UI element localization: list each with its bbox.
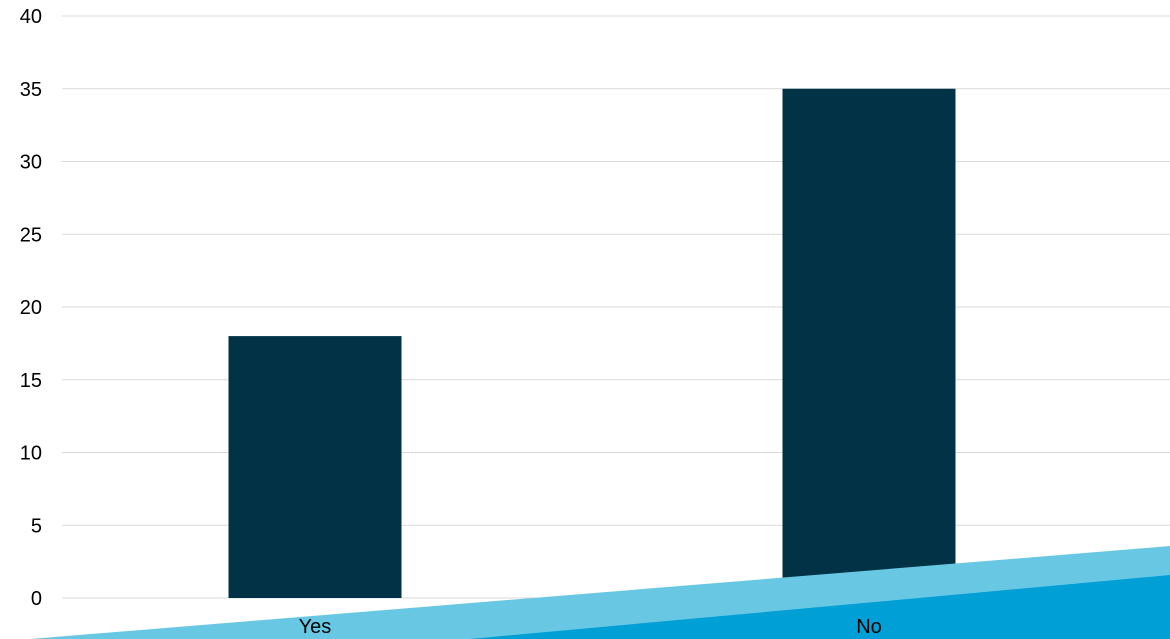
bars bbox=[228, 88, 956, 598]
y-tick-label: 10 bbox=[20, 443, 42, 465]
y-tick-label: 25 bbox=[20, 224, 42, 246]
x-axis-tick-labels: Yes No bbox=[299, 616, 882, 638]
bar-no bbox=[782, 88, 956, 598]
y-axis-tick-labels: 0 5 10 15 20 25 30 35 40 bbox=[20, 6, 42, 610]
y-tick-label: 20 bbox=[20, 297, 42, 319]
y-tick-label: 30 bbox=[20, 152, 42, 174]
y-tick-label: 40 bbox=[20, 6, 42, 28]
bar-yes bbox=[228, 336, 402, 598]
y-tick-label: 5 bbox=[31, 515, 42, 537]
y-tick-label: 0 bbox=[31, 588, 42, 610]
decorative-wedge bbox=[30, 546, 1170, 639]
y-tick-label: 15 bbox=[20, 370, 42, 392]
y-tick-label: 35 bbox=[20, 79, 42, 101]
decorative-wedge-dark bbox=[470, 575, 1170, 639]
x-tick-label-no: No bbox=[856, 616, 882, 638]
x-tick-label-yes: Yes bbox=[299, 616, 332, 638]
gridlines bbox=[62, 15, 1170, 599]
